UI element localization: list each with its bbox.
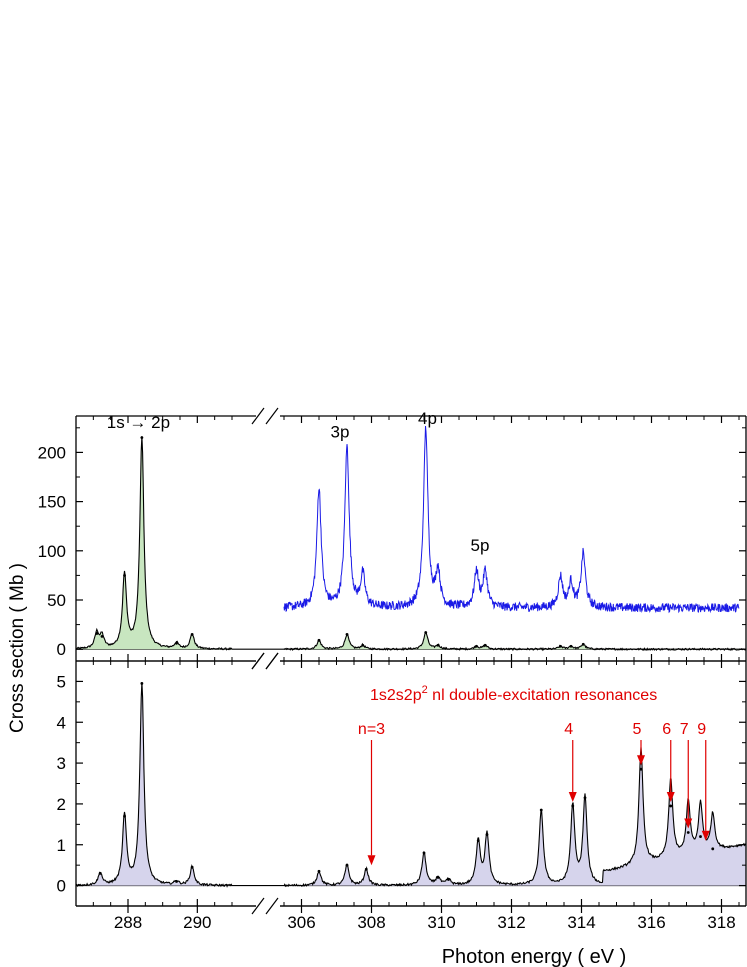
x-tick-label: 290 (183, 913, 211, 932)
data-point-8 (422, 851, 426, 855)
y-tick-label: 1 (57, 836, 66, 855)
series-fill-0 (76, 682, 232, 887)
y-tick-label: 0 (57, 877, 66, 896)
axis-break-mark (251, 652, 265, 670)
data-point-5 (190, 633, 194, 636)
data-point-7 (345, 633, 349, 636)
data-point-3 (140, 436, 144, 440)
peak-annotation-1: 3p (331, 423, 350, 442)
x-tick-label: 310 (427, 913, 455, 932)
resonance-arrowhead-3 (666, 791, 675, 802)
peak-annotation-2: 4p (418, 409, 437, 428)
x-tick-label: 314 (567, 913, 595, 932)
y-tick-label: 100 (38, 542, 66, 561)
axis-break-mark (265, 652, 279, 670)
resonance-label-0: n=3 (358, 721, 385, 738)
series-line-1 (283, 747, 747, 888)
data-point-15 (583, 796, 587, 800)
data-point-4 (175, 641, 178, 645)
data-point-13 (539, 808, 543, 812)
data-point-9 (436, 876, 440, 879)
y-tick-label: 2 (57, 795, 66, 814)
series-fill-0 (76, 436, 232, 650)
resonance-label-5: 9 (697, 721, 706, 738)
data-point-12 (483, 643, 487, 647)
data-point-0 (95, 632, 99, 635)
data-point-20 (711, 847, 715, 851)
x-tick-label: 306 (287, 913, 315, 932)
data-point-10 (447, 878, 450, 881)
plot-area: 0 50 100 150 200 0 1 2 3 4 5 288 290 306 308 310 312 314 3… (38, 407, 747, 932)
data-point-10 (436, 643, 440, 647)
axis-break-mark (251, 897, 265, 915)
data-point-14 (571, 804, 575, 808)
resonance-arrowhead-2 (637, 755, 645, 766)
data-point-13 (559, 644, 562, 648)
data-point-7 (364, 867, 368, 871)
data-point-17 (669, 804, 673, 808)
data-point-4 (190, 865, 194, 869)
data-point-6 (317, 638, 321, 642)
peak-annotation-0: 1s → 2p (107, 413, 170, 432)
data-point-11 (476, 839, 480, 843)
resonance-arrowhead-1 (568, 791, 577, 802)
y-tick-label: 0 (57, 640, 66, 659)
data-point-12 (485, 833, 489, 836)
data-point-5 (317, 869, 321, 873)
y-tick-label: 3 (57, 754, 66, 773)
series-line-0 (75, 682, 233, 888)
axis-break-mark (265, 897, 279, 915)
series-line-0 (75, 436, 233, 651)
x-tick-label: 308 (357, 913, 385, 932)
data-point-3 (175, 880, 178, 883)
data-point-2 (123, 573, 126, 577)
series-fill-1 (284, 632, 746, 651)
data-point-8 (361, 643, 365, 647)
y-tick-label: 50 (47, 591, 66, 610)
axis-break-mark (265, 407, 279, 425)
x-tick-label: 312 (497, 913, 525, 932)
resonance-label-1: 4 (564, 721, 573, 738)
x-tick-label: 316 (637, 913, 665, 932)
data-point-14 (569, 644, 573, 648)
data-point-2 (140, 682, 144, 685)
y-tick-label: 150 (38, 493, 66, 512)
resonance-label-3: 6 (662, 721, 671, 738)
resonance-arrowhead-0 (367, 855, 376, 866)
axis-break-mark (251, 407, 265, 425)
resonance-arrowhead-4 (684, 818, 693, 829)
y-axis-label: Cross section ( Mb ) (7, 563, 28, 733)
data-point-1 (123, 814, 126, 818)
peak-annotation-3: 5p (471, 536, 490, 555)
resonance-arrowhead-5 (701, 830, 710, 841)
data-point-19 (699, 835, 702, 838)
panel-top: 0 50 100 150 200 (38, 407, 747, 670)
data-point-16 (639, 767, 643, 771)
panel-title: 1s2s2p2 nl double-excitation resonances (370, 684, 657, 704)
x-axis-label: Photon energy ( eV ) (442, 946, 627, 967)
data-point-18 (686, 831, 690, 834)
y-tick-label: 5 (57, 672, 66, 691)
y-tick-label: 4 (57, 713, 66, 732)
data-point-9 (424, 631, 428, 634)
data-point-1 (100, 635, 104, 638)
series-line-1 (283, 631, 747, 652)
x-tick-label: 318 (707, 913, 735, 932)
resonance-label-2: 5 (633, 721, 642, 738)
data-point-11 (475, 644, 478, 648)
blue-series-line-1 (283, 425, 740, 614)
x-tick-label: 288 (114, 913, 142, 932)
y-tick-label: 200 (38, 443, 66, 462)
data-point-0 (98, 871, 102, 875)
resonance-label-4: 7 (680, 721, 689, 738)
data-point-15 (581, 642, 585, 646)
series-fill-1 (284, 747, 746, 887)
data-point-6 (345, 863, 349, 867)
